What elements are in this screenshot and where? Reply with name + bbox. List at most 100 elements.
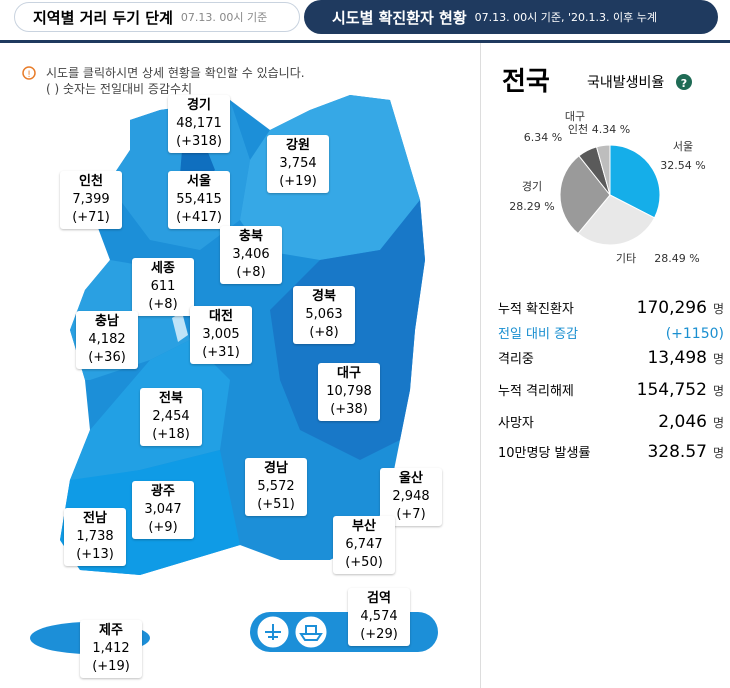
region-box[interactable]: 충남 4,182 (+36): [76, 311, 138, 369]
pie-value-label: 32.54 %: [660, 159, 705, 172]
ratio-label: 국내발생비율: [587, 75, 664, 91]
help-icon[interactable]: [676, 74, 692, 90]
region-box[interactable]: 전남 1,738 (+13): [64, 508, 126, 566]
region-total: 2,948: [392, 489, 430, 504]
region-box[interactable]: 대구 10,798 (+38): [318, 363, 380, 421]
notice: 시도를 클릭하시면 상세 현황을 확인할 수 있습니다.: [46, 66, 305, 80]
stat-row: 누적 격리해제 154,752 명: [498, 380, 724, 400]
divider: [480, 43, 481, 688]
stat-value: 2,046: [658, 412, 707, 432]
region-box[interactable]: 전북 2,454 (+18): [140, 388, 202, 446]
stat-row: 누적 확진환자 170,296 명: [498, 298, 724, 318]
region-box[interactable]: 인천 7,399 (+71): [60, 171, 122, 229]
stat-value: (+1150): [665, 326, 724, 342]
region-name: 부산: [352, 519, 376, 534]
stat-value: 154,752: [636, 380, 707, 400]
region-shape: [172, 312, 188, 342]
region-total: 7,399: [72, 192, 110, 207]
region-change: (+71): [72, 210, 110, 225]
summary-title: 전국: [502, 67, 550, 97]
stat-label: 누적 확진환자: [498, 302, 574, 317]
region-box[interactable]: 충북 3,406 (+8): [220, 226, 282, 284]
stat-label: 전일 대비 증감: [498, 327, 579, 342]
region-total: 6,747: [345, 537, 383, 552]
region-total: 2,454: [152, 409, 190, 424]
region-name: 인천: [79, 174, 103, 189]
region-box[interactable]: 대전 3,005 (+31): [190, 306, 252, 364]
stat-unit: 명: [712, 352, 724, 366]
stat-value: 328.57: [647, 442, 707, 462]
info-icon: [22, 66, 36, 80]
region-name: 전남: [83, 511, 107, 526]
region-change: (+318): [176, 134, 222, 149]
region-total: 1,738: [76, 529, 114, 544]
notice: ( ) 숫자는 전일대비 증감수치: [46, 82, 192, 96]
region-total: 3,005: [202, 327, 240, 342]
tab-note: 07.13. 00시 기준, '20.1.3. 이후 누계: [474, 11, 657, 24]
region-change: (+7): [396, 507, 426, 522]
region-total: 10,798: [326, 384, 372, 399]
stat-unit: 명: [712, 384, 724, 398]
region-box[interactable]: 경남 5,572 (+51): [245, 458, 307, 516]
region-box[interactable]: 경기 48,171 (+318): [168, 95, 230, 153]
region-total: 3,406: [232, 247, 270, 262]
region-box[interactable]: 광주 3,047 (+9): [132, 481, 194, 539]
region-box[interactable]: 경북 5,063 (+8): [293, 286, 355, 344]
stat-row: 10만명당 발생률 328.57 명: [498, 442, 724, 462]
region-change: (+51): [257, 497, 295, 512]
region-name: 경기: [187, 98, 211, 113]
region-name: 경남: [264, 461, 288, 476]
region-change: (+36): [88, 350, 126, 365]
pie-slice: [595, 144, 611, 196]
region-change: (+19): [92, 659, 130, 674]
region-box[interactable]: 강원 3,754 (+19): [267, 135, 329, 193]
stat-label: 사망자: [498, 416, 534, 431]
ship-icon: [294, 615, 328, 649]
region-box[interactable]: 부산 6,747 (+50): [333, 516, 395, 574]
region-box[interactable]: 세종 611 (+8): [132, 258, 194, 316]
stat-unit: 명: [712, 416, 724, 430]
ship-glyph: [299, 625, 323, 641]
stat-row: 사망자 2,046 명: [498, 412, 724, 432]
tab[interactable]: 시도별 확진환자 현황 07.13. 00시 기준, '20.1.3. 이후 누계: [304, 0, 718, 34]
tab[interactable]: 지역별 거리 두기 단계 07.13. 00시 기준: [14, 2, 300, 32]
region-total: 48,171: [176, 116, 222, 131]
pie-label: 인천: [568, 122, 588, 136]
region-box[interactable]: 제주 1,412 (+19): [80, 620, 142, 678]
region-change: (+18): [152, 427, 190, 442]
pie-label: 서울: [673, 140, 693, 153]
region-name: 강원: [286, 138, 310, 153]
pie-label: 대구: [565, 110, 585, 123]
stat-value: 170,296: [636, 298, 707, 318]
pie-value-label: 28.49 %: [654, 252, 699, 265]
stat-unit: 명: [712, 446, 724, 460]
pie-label: 경기: [522, 180, 542, 193]
pie-label: 기타: [616, 252, 636, 265]
pie-value-label: 4.34 %: [592, 123, 630, 136]
stat-unit: 명: [712, 302, 724, 316]
plane-glyph: [265, 624, 281, 640]
region-change: (+19): [279, 174, 317, 189]
region-name: 충남: [95, 314, 119, 329]
pie-slice: [559, 155, 611, 235]
pie-value-label: 6.34 %: [524, 131, 562, 144]
region-total: 55,415: [176, 192, 222, 207]
stat-label: 10만명당 발생률: [498, 446, 591, 461]
info-glyph: !: [27, 70, 31, 80]
region-name: 대구: [337, 366, 361, 381]
region-total: 3,047: [144, 502, 182, 517]
region-box[interactable]: 검역 4,574 (+29): [348, 588, 410, 646]
region-name: 대전: [209, 309, 233, 324]
region-change: (+8): [236, 265, 266, 280]
help-glyph: ?: [681, 77, 687, 90]
region-name: 전북: [159, 391, 183, 406]
region-change: (+38): [330, 402, 368, 417]
region-total: 5,063: [305, 307, 343, 322]
tab-label: 지역별 거리 두기 단계: [33, 8, 173, 27]
region-box[interactable]: 서울 55,415 (+417): [168, 171, 230, 229]
pie: 서울 32.54 % 기타 28.49 % 경기 28.29 % 대구6.34 % 인천 4.3…: [509, 110, 705, 265]
divider: [0, 40, 730, 43]
stat-row: 전일 대비 증감 (+1150): [498, 323, 724, 342]
region-name: 제주: [99, 623, 123, 638]
